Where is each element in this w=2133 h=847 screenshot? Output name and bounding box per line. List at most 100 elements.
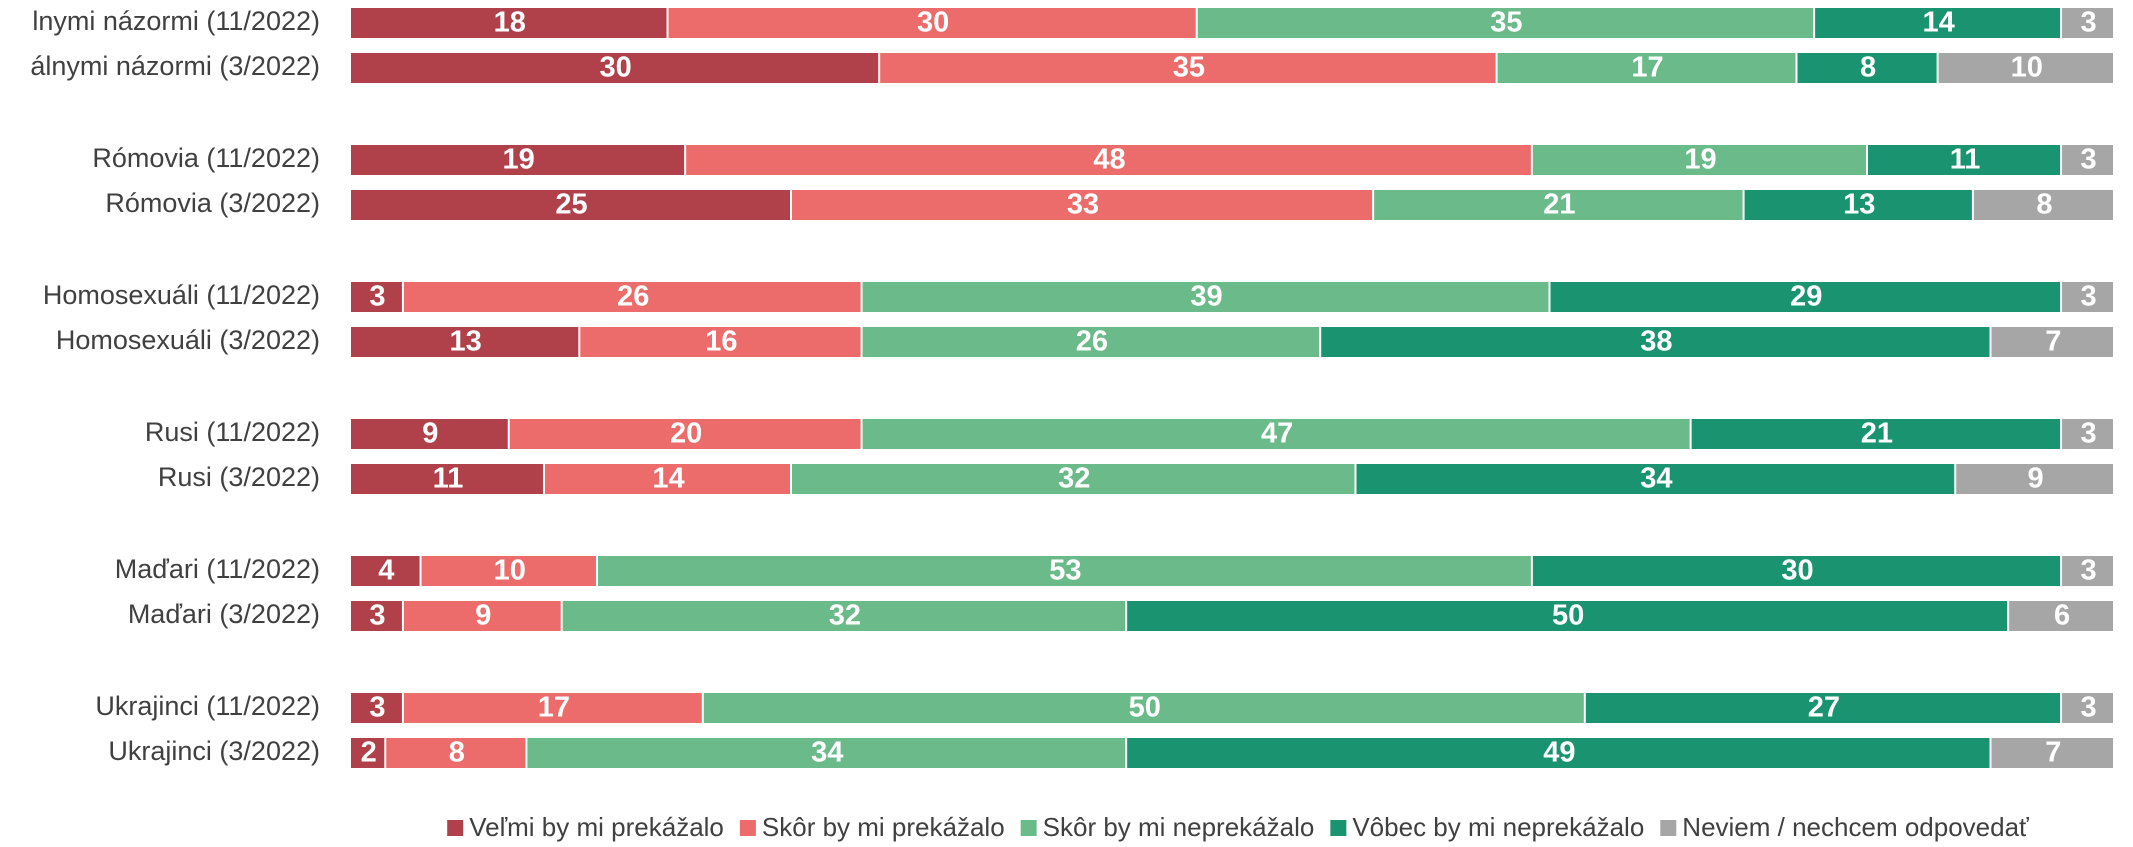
legend-label: Skôr by mi prekážalo: [762, 812, 1005, 842]
legend-label: Neviem / nechcem odpovedať: [1682, 812, 2029, 842]
value-label: 3: [369, 692, 385, 724]
bar-segment: [792, 190, 1373, 220]
bar-segment: [1374, 190, 1743, 220]
bar-segment: [351, 601, 402, 631]
bar-segment: [880, 53, 1496, 83]
value-label: 10: [494, 555, 526, 587]
value-label: 53: [1049, 555, 1081, 587]
value-label: 29: [1790, 281, 1822, 313]
value-label: 50: [1129, 692, 1161, 724]
bar-segment: [351, 738, 385, 768]
value-label: 33: [1067, 189, 1099, 221]
value-label: 27: [1808, 692, 1840, 724]
value-label: 39: [1190, 281, 1222, 313]
bar-segment: [403, 693, 702, 723]
bar-segment: [703, 693, 1584, 723]
category-label: Ukrajinci (3/2022): [108, 736, 320, 766]
value-label: 32: [1058, 463, 1090, 495]
value-label: 17: [1631, 52, 1663, 84]
bar-segment: [562, 601, 1126, 631]
value-label: 30: [917, 7, 949, 39]
bar-segment: [2062, 419, 2113, 449]
bar-segment: [386, 738, 526, 768]
value-label: 14: [1922, 7, 1954, 39]
bar-segment: [1691, 419, 2061, 449]
bar-segment: [351, 556, 420, 586]
category-label: Rómovia (3/2022): [105, 188, 320, 218]
bar-segment: [2062, 693, 2113, 723]
value-label: 21: [1861, 418, 1893, 450]
legend-swatch: [1660, 820, 1677, 836]
value-label: 8: [449, 737, 465, 769]
value-label: 4: [378, 555, 394, 587]
legend-label: Skôr by mi neprekážalo: [1043, 812, 1315, 842]
value-label: 2: [361, 737, 377, 769]
bar-segment: [351, 145, 685, 175]
value-label: 3: [2080, 555, 2096, 587]
bar-segment: [2062, 145, 2113, 175]
bar-segment: [1550, 282, 2061, 312]
category-label: lnymi názormi (11/2022): [32, 6, 320, 36]
value-label: 6: [2054, 600, 2070, 632]
bar-segment: [351, 419, 508, 449]
value-label: 3: [2080, 144, 2096, 176]
bar-segment: [351, 190, 790, 220]
value-label: 38: [1640, 326, 1672, 358]
bar-segment: [1497, 53, 1796, 83]
bar-segment: [1744, 190, 1972, 220]
value-label: 3: [2080, 418, 2096, 450]
value-label: 19: [1684, 144, 1716, 176]
bar-segment: [403, 601, 561, 631]
value-label: 49: [1543, 737, 1575, 769]
bar-segment: [862, 419, 1690, 449]
bar-segment: [1797, 53, 1937, 83]
bar-segment: [1973, 190, 2113, 220]
bar-segment: [792, 464, 1355, 494]
bar-segment: [686, 145, 1531, 175]
value-label: 35: [1173, 52, 1205, 84]
bar-segment: [351, 282, 402, 312]
bar-segment: [527, 738, 1126, 768]
bar-segment: [351, 8, 667, 38]
value-label: 16: [705, 326, 737, 358]
value-label: 11: [1950, 144, 1981, 176]
category-label: Maďari (11/2022): [115, 554, 320, 584]
bar-segment: [1938, 53, 2113, 83]
bar-segment: [1127, 738, 1990, 768]
value-label: 13: [450, 326, 482, 358]
value-label: 25: [555, 189, 587, 221]
category-label: Rómovia (11/2022): [92, 143, 320, 173]
bar-segment: [2062, 282, 2113, 312]
value-label: 18: [494, 7, 526, 39]
legend-label: Veľmi by mi prekážalo: [469, 812, 724, 842]
value-label: 20: [670, 418, 702, 450]
legend-swatch: [447, 820, 464, 836]
value-label: 11: [433, 463, 464, 495]
value-label: 3: [2080, 7, 2096, 39]
category-label: álnymi názormi (3/2022): [30, 51, 320, 81]
bar-segment: [1815, 8, 2061, 38]
bar-segment: [862, 282, 1549, 312]
value-label: 8: [2036, 189, 2052, 221]
value-label: 30: [599, 52, 631, 84]
value-label: 3: [369, 281, 385, 313]
bar-segment: [351, 464, 544, 494]
bar-segment: [351, 327, 579, 357]
value-label: 34: [811, 737, 843, 769]
value-label: 21: [1543, 189, 1575, 221]
value-label: 10: [2011, 52, 2043, 84]
bar-segment: [2009, 601, 2113, 631]
bar-segment: [2062, 556, 2113, 586]
category-label: Rusi (3/2022): [158, 462, 320, 492]
bar-segment: [862, 327, 1320, 357]
bar-segment: [1585, 693, 2061, 723]
bar-segment: [351, 693, 402, 723]
bar-segment: [1868, 145, 2061, 175]
bar-segment: [421, 556, 596, 586]
value-label: 13: [1843, 189, 1875, 221]
value-label: 32: [829, 600, 861, 632]
bar-segment: [580, 327, 861, 357]
value-label: 17: [538, 692, 570, 724]
value-label: 3: [2080, 692, 2096, 724]
